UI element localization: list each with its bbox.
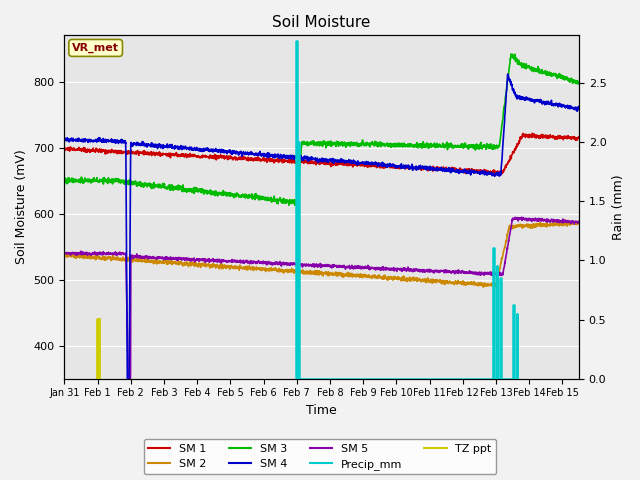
Y-axis label: Soil Moisture (mV): Soil Moisture (mV) [15,150,28,264]
Legend: SM 1, SM 2, SM 3, SM 4, SM 5, Precip_mm, TZ ppt: SM 1, SM 2, SM 3, SM 4, SM 5, Precip_mm,… [144,439,496,474]
Text: VR_met: VR_met [72,43,119,53]
Title: Soil Moisture: Soil Moisture [273,15,371,30]
Y-axis label: Rain (mm): Rain (mm) [612,174,625,240]
X-axis label: Time: Time [307,404,337,417]
